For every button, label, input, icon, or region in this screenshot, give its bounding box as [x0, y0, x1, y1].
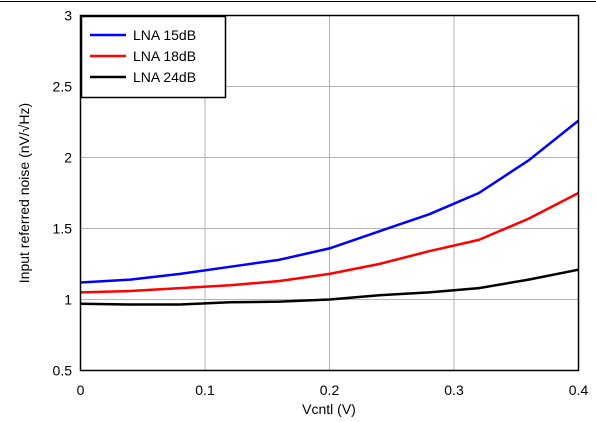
plot-frame: [79, 14, 580, 372]
legend-label: LNA 18dB: [133, 48, 196, 64]
y-tick-label: 0.5: [53, 363, 73, 379]
x-axis-title: Vcntl (V): [302, 401, 356, 417]
legend-label: LNA 15dB: [133, 27, 196, 43]
y-axis-title: Input referred noise (nV/√Hz): [16, 103, 32, 283]
legend: LNA 15dB LNA 18dB LNA 24dB: [80, 15, 227, 99]
x-tick-label: 0.3: [444, 382, 464, 398]
y-tick-label: 2.5: [53, 79, 73, 95]
series-layer: [80, 119, 580, 306]
series-line-1: [80, 119, 580, 284]
y-tick-label: 3: [64, 8, 72, 24]
y-tick-label: 2: [64, 150, 72, 166]
x-tick-label: 0: [77, 382, 85, 398]
series-line-2: [80, 191, 580, 294]
y-tick-label: 1: [64, 292, 72, 308]
x-tick-label: 0.1: [195, 382, 215, 398]
y-tick-label: 1.5: [53, 221, 73, 237]
x-tick-label: 0.4: [569, 382, 589, 398]
x-tick-label: 0.2: [320, 382, 340, 398]
series-line-3: [80, 268, 579, 306]
tick-labels: 0 0.1 0.2 0.3 0.4 0.5 1 1.5 2 2.5 3: [53, 8, 589, 399]
legend-label: LNA 24dB: [133, 69, 196, 85]
